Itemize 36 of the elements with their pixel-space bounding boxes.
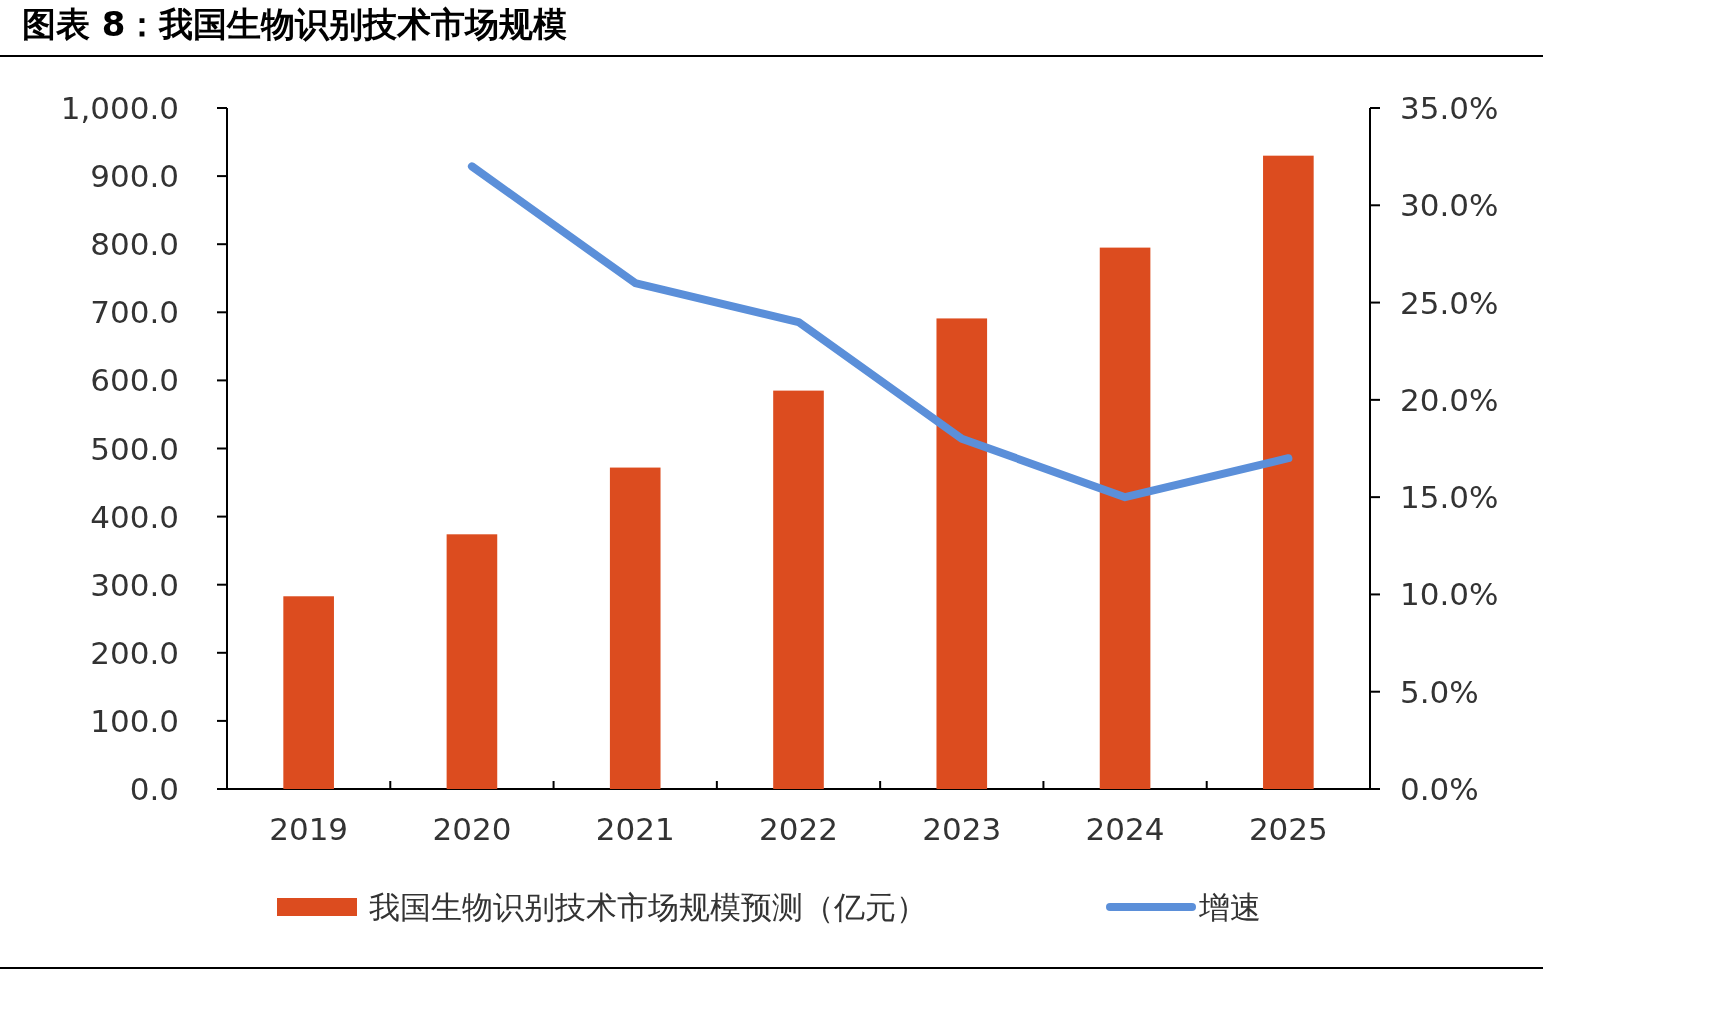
x-tick-label: 2025 [1248,811,1328,847]
chart-title: 图表 8：我国生物识别技术市场规模 [22,4,568,44]
bar [446,534,498,789]
y2-tick-label: 5.0% [1400,673,1479,710]
y2-tick-label: 25.0% [1400,284,1499,321]
y2-tick-label: 20.0% [1400,381,1499,418]
bar [1263,155,1314,789]
x-tick-label: 2020 [432,811,512,847]
y-tick-label: 1,000.0 [60,90,179,126]
y2-tick-label: 0.0% [1400,771,1479,807]
legend-label: 增速 [1198,889,1261,925]
y2-tick-label: 35.0% [1400,90,1499,126]
x-tick-label: 2023 [922,811,1002,847]
legend-label: 我国生物识别技术市场规模预测（亿元） [369,889,927,925]
x-tick-label: 2022 [759,811,838,847]
bar [283,596,334,789]
x-tick-label: 2021 [595,811,675,847]
y2-tick-label: 30.0% [1400,187,1499,224]
y2-tick-label: 15.0% [1400,479,1499,516]
y-tick-label: 100.0 [90,702,179,739]
y-tick-label: 700.0 [90,294,179,331]
bar [773,390,824,789]
y-tick-label: 900.0 [90,158,179,195]
x-tick-label: 2019 [269,811,349,847]
y-tick-label: 0.0 [129,771,179,807]
y-tick-label: 600.0 [90,362,179,399]
x-tick-label: 2024 [1085,811,1165,847]
y-tick-label: 800.0 [90,226,179,263]
y-tick-label: 400.0 [90,498,179,535]
bar [936,318,988,789]
y-tick-label: 500.0 [90,430,179,467]
y-tick-label: 300.0 [90,566,179,603]
y-tick-label: 200.0 [90,634,179,671]
bar [1099,247,1151,789]
bar [609,467,661,789]
y2-tick-label: 10.0% [1400,576,1499,613]
